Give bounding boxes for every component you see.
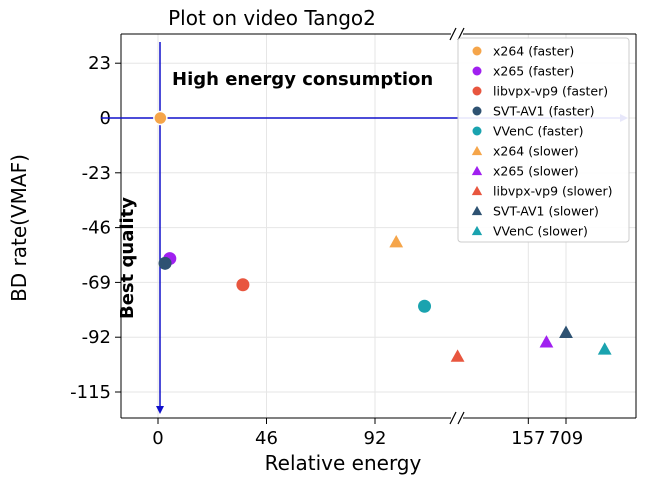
legend-label: x264 (faster): [493, 44, 574, 59]
legend-label: SVT-AV1 (faster): [493, 104, 595, 119]
legend-marker: [472, 106, 482, 116]
y-tick-label: -46: [82, 218, 111, 239]
data-point-x265-slower: [539, 335, 554, 348]
legend-label: x265 (faster): [493, 64, 574, 79]
y-tick-label: -69: [82, 272, 111, 293]
legend-label: x264 (slower): [493, 144, 579, 159]
legend-marker: [471, 185, 483, 196]
legend: x264 (faster) x265 (faster) libvpx-vp9 (fa…: [457, 37, 630, 243]
data-point-vvenc-slower: [597, 342, 612, 355]
legend-marker: [471, 165, 483, 176]
data-point-x264-slower: [389, 234, 404, 248]
data-points: [153, 110, 612, 362]
y-tick-label: 23: [88, 53, 111, 74]
legend-marker: [472, 46, 482, 56]
legend-label: libvpx-vp9 (faster): [493, 84, 608, 99]
data-point-libvpx-vp9-faster: [236, 278, 250, 292]
x-tick-label: 92: [364, 428, 387, 449]
annotation-best-quality: Best quality: [117, 197, 138, 319]
axis-break-gap: [451, 411, 463, 425]
y-tick-label: -23: [82, 163, 111, 184]
legend-label: VVenC (faster): [493, 124, 584, 139]
x-tick-label: 0: [152, 428, 163, 449]
annotation-high-energy: High energy consumption: [172, 69, 433, 90]
axis-break-mark: [449, 411, 457, 425]
data-point-svt-av1-faster: [158, 256, 172, 270]
chart-title: Plot on video Tango2: [168, 6, 376, 30]
x-tick-label: 46: [255, 428, 278, 449]
axis-break-gap: [451, 27, 463, 41]
data-point-vvenc-faster: [418, 299, 432, 313]
legend-marker: [471, 205, 483, 216]
legend-marker: [472, 86, 482, 96]
legend-label: x265 (slower): [493, 164, 579, 179]
x-tick-label: 709: [549, 428, 583, 449]
data-point-svt-av1-slower: [559, 325, 573, 338]
axis-break-mark: [449, 27, 457, 41]
x-tick-label: 157: [511, 428, 545, 449]
legend-box: [457, 37, 630, 243]
legend-marker: [472, 66, 482, 76]
axis-break-mark: [457, 411, 465, 425]
y-axis-label: BD rate(VMAF): [7, 154, 31, 302]
legend-label: VVenC (slower): [493, 224, 588, 239]
y-tick-label: -92: [82, 327, 111, 348]
data-point-libvpx-vp9-slower: [450, 349, 465, 362]
y-tick-label: -115: [70, 382, 111, 403]
legend-marker: [471, 225, 483, 236]
legend-marker: [472, 126, 482, 136]
legend-label: SVT-AV1 (slower): [493, 204, 599, 219]
legend-marker: [471, 145, 483, 156]
data-point-x264-faster: [153, 110, 168, 126]
legend-label: libvpx-vp9 (slower): [493, 184, 612, 199]
x-axis-label: Relative energy: [265, 451, 422, 475]
